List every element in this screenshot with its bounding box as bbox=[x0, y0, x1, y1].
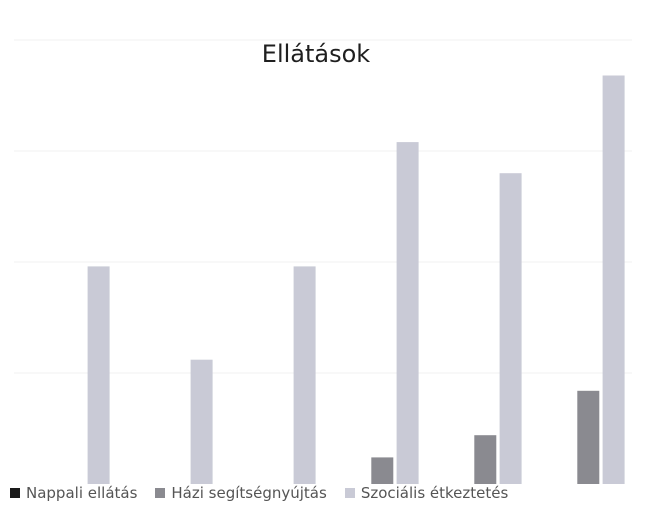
legend-label-nappali: Nappali ellátás bbox=[26, 484, 138, 502]
legend-item-hazi: Házi segítségnyújtás bbox=[155, 484, 327, 502]
legend-swatch-hazi bbox=[155, 488, 166, 498]
bars bbox=[87, 75, 625, 484]
legend-label-hazi: Házi segítségnyújtás bbox=[171, 484, 327, 502]
bar-series2-cat3 bbox=[396, 142, 419, 484]
bar-series1-cat4 bbox=[474, 435, 497, 484]
bar-series2-cat0 bbox=[87, 266, 110, 484]
bar-series1-cat3 bbox=[371, 457, 394, 484]
legend-item-nappali: Nappali ellátás bbox=[10, 484, 137, 502]
bar-series2-cat2 bbox=[293, 266, 316, 484]
legend-swatch-szocialis bbox=[344, 488, 355, 498]
bar-series2-cat5 bbox=[602, 75, 625, 484]
legend-swatch-nappali bbox=[10, 488, 20, 498]
legend: Nappali ellátás Házi segítségnyújtás Szo… bbox=[10, 484, 508, 502]
chart-title: Ellátások bbox=[261, 40, 371, 68]
bar-series2-cat1 bbox=[190, 359, 213, 484]
bar-series2-cat4 bbox=[499, 173, 522, 484]
legend-item-szocialis: Szociális étkeztetés bbox=[344, 484, 509, 502]
bar-series1-cat5 bbox=[577, 390, 600, 484]
gridlines bbox=[14, 39, 632, 374]
legend-label-szocialis: Szociális étkeztetés bbox=[360, 484, 509, 502]
